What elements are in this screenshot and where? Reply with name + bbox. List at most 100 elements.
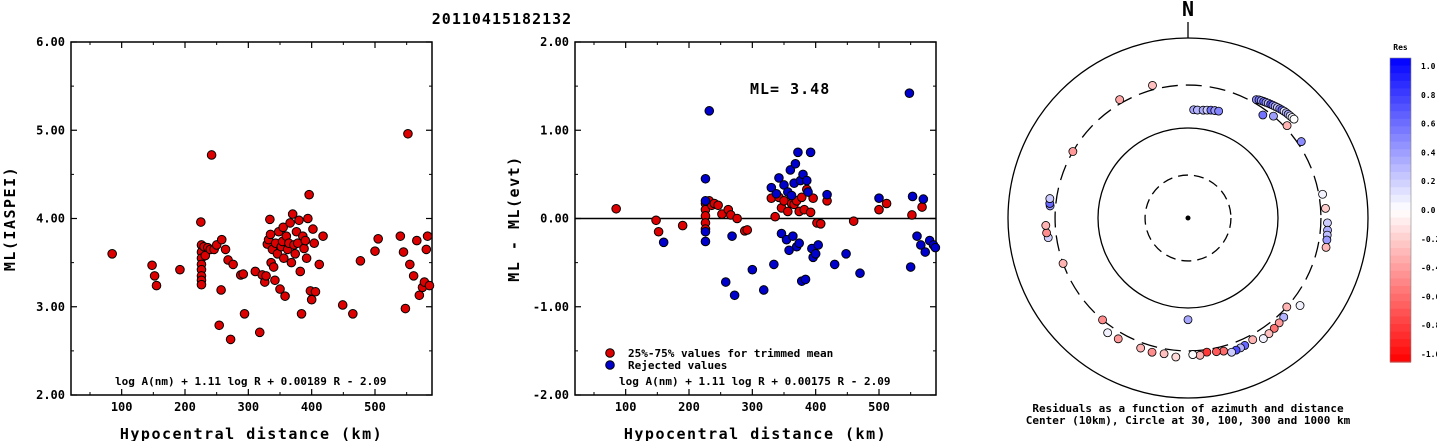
data-point [713, 200, 723, 211]
colorbar-segment [1390, 96, 1411, 105]
data-point [220, 244, 231, 255]
colorbar-segment [1390, 88, 1411, 97]
data-point [422, 231, 433, 241]
data-point [228, 259, 238, 270]
colorbar-segment [1390, 65, 1411, 74]
epicenter-dot [1185, 215, 1191, 221]
station-residual-point [1269, 111, 1278, 121]
data-point [907, 210, 917, 220]
ring-300km [1054, 84, 1322, 352]
colorbar-tick-label: -0.2 [1421, 235, 1437, 244]
data-point [306, 294, 317, 305]
colorbar-tick-label: 1.0 [1421, 62, 1436, 71]
colorbar-segment [1390, 263, 1411, 272]
colorbar-segment [1390, 240, 1411, 249]
colorbar-segment [1390, 103, 1411, 112]
data-point [855, 268, 865, 279]
station-residual-point [1227, 347, 1237, 357]
data-point [794, 238, 805, 249]
data-point [793, 147, 803, 158]
data-point [783, 206, 793, 217]
data-point [265, 214, 275, 225]
station-residual-point [1148, 81, 1157, 90]
data-point [611, 203, 621, 214]
y-tick-label: 5.00 [36, 123, 65, 137]
colorbar-tick-label: 0.2 [1421, 177, 1436, 186]
data-point [766, 182, 777, 193]
data-point [800, 274, 811, 285]
station-residual-point [1159, 349, 1169, 359]
station-residual-point [1248, 335, 1258, 345]
data-point [279, 253, 289, 264]
y-tick-label: -1.00 [533, 300, 569, 314]
station-residual-point [1042, 228, 1051, 238]
x-tick-label: 300 [237, 400, 259, 414]
station-residual-point [1058, 259, 1068, 268]
data-point [874, 204, 884, 215]
station-residual-point [1321, 203, 1330, 213]
x-tick-label: 200 [174, 400, 196, 414]
data-point [916, 240, 926, 250]
colorbar-segment [1390, 118, 1411, 127]
station-residual-point [1103, 328, 1113, 338]
data-point [405, 259, 415, 270]
data-point [700, 226, 711, 237]
data-point [355, 256, 366, 266]
data-point [727, 231, 737, 241]
y-axis-title: ML - ML(evt) [505, 155, 523, 281]
data-point [400, 303, 411, 314]
data-point [395, 231, 406, 241]
data-point [805, 147, 816, 158]
data-point [700, 173, 711, 184]
colorbar-segment [1390, 308, 1411, 317]
y-tick-label: 0.00 [540, 212, 569, 226]
data-point [720, 277, 731, 287]
colorbar-segment [1390, 232, 1411, 241]
legend-marker [605, 360, 615, 370]
colorbar-tick-label: -0.4 [1421, 264, 1437, 273]
station-residual-point [1098, 315, 1107, 325]
station-residual-point [1136, 343, 1146, 353]
colorbar-segment [1390, 73, 1411, 82]
data-point [771, 188, 782, 199]
x-tick-label: 200 [678, 400, 700, 414]
data-point [774, 173, 784, 183]
y-axis-title: ML(IASPEI) [1, 166, 19, 271]
y-tick-label: 3.00 [36, 300, 65, 314]
colorbar-segment [1390, 354, 1411, 363]
data-point [286, 257, 297, 268]
station-residual-point [1279, 312, 1289, 322]
data-point [912, 231, 922, 241]
data-point [788, 231, 798, 241]
data-point [907, 191, 918, 202]
data-point [758, 285, 769, 295]
y-tick-label: 6.00 [36, 35, 65, 49]
colorbar-segment [1390, 149, 1411, 158]
data-point [373, 233, 383, 244]
station-residual-point [1296, 137, 1306, 146]
colorbar-segment [1390, 210, 1411, 219]
colorbar-segment [1390, 301, 1411, 310]
data-point [424, 280, 435, 291]
station-residual-point [1282, 121, 1292, 131]
data-point [278, 222, 288, 233]
data-point [881, 198, 892, 209]
y-tick-label: -2.00 [533, 388, 569, 402]
station-residual-point [1115, 95, 1125, 105]
x-tick-label: 400 [805, 400, 827, 414]
data-point [700, 196, 711, 206]
data-point [930, 242, 941, 253]
colorbar-segment [1390, 293, 1411, 302]
data-point [206, 150, 217, 160]
x-tick-label: 400 [301, 400, 323, 414]
data-point [337, 300, 348, 310]
data-point [270, 275, 280, 286]
data-point [310, 286, 321, 297]
colorbar-segment [1390, 278, 1411, 287]
data-point [254, 327, 265, 338]
data-point [658, 237, 669, 248]
data-point [651, 215, 661, 226]
data-point [414, 290, 425, 301]
data-point [918, 194, 929, 204]
